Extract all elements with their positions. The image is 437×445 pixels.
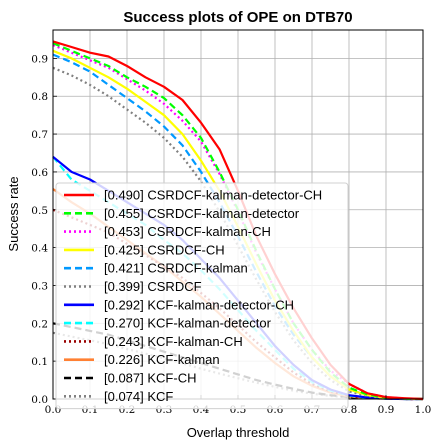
legend-entry: [0.087] KCF-CH [104,371,196,386]
legend: [0.490] CSRDCF-kalman-detector-CH [0.455]… [55,182,349,410]
legend-entry: [0.455] CSRDCF-kalman-detector [104,206,300,221]
legend-entry: [0.226] KCF-kalman [104,352,220,367]
legend-entry: [0.453] CSRDCF-kalman-CH [104,224,271,239]
series-line [52,66,424,401]
legend-entry: [0.243] KCF-kalman-CH [104,334,243,349]
legend-entry: [0.421] CSRDCF-kalman [104,261,248,276]
y-tick-label: 0.1 [31,356,48,368]
x-tick-label: 0.9 [378,404,395,416]
y-tick-label: 0.3 [31,280,48,292]
chart-title: Success plots of OPE on DTB70 [123,9,352,26]
legend-entry: [0.399] CSRDCF [104,279,202,294]
y-tick-label: 0.7 [31,129,48,141]
x-tick-label: 1.0 [415,404,432,416]
legend-entry: [0.270] KCF-kalman-detector [104,316,272,331]
y-tick-label: 0.5 [31,205,48,217]
x-axis-label: Overlap threshold [187,425,290,440]
legend-entry: [0.425] CSRDCF-CH [104,242,225,257]
legend-entry: [0.490] CSRDCF-kalman-detector-CH [104,188,322,203]
y-tick-label: 0.4 [31,243,48,255]
y-tick-label: 0.6 [31,167,48,179]
y-tick-label: 0.2 [31,318,48,330]
legend-entry: [0.074] KCF [104,389,173,404]
legend-entry: [0.292] KCF-kalman-detector-CH [104,297,294,312]
y-tick-label: 0.9 [31,53,48,65]
y-tick-label: 0.0 [31,394,48,406]
y-axis-label: Success rate [6,176,21,251]
legend-box [55,182,349,410]
y-tick-label: 0.8 [31,91,48,103]
